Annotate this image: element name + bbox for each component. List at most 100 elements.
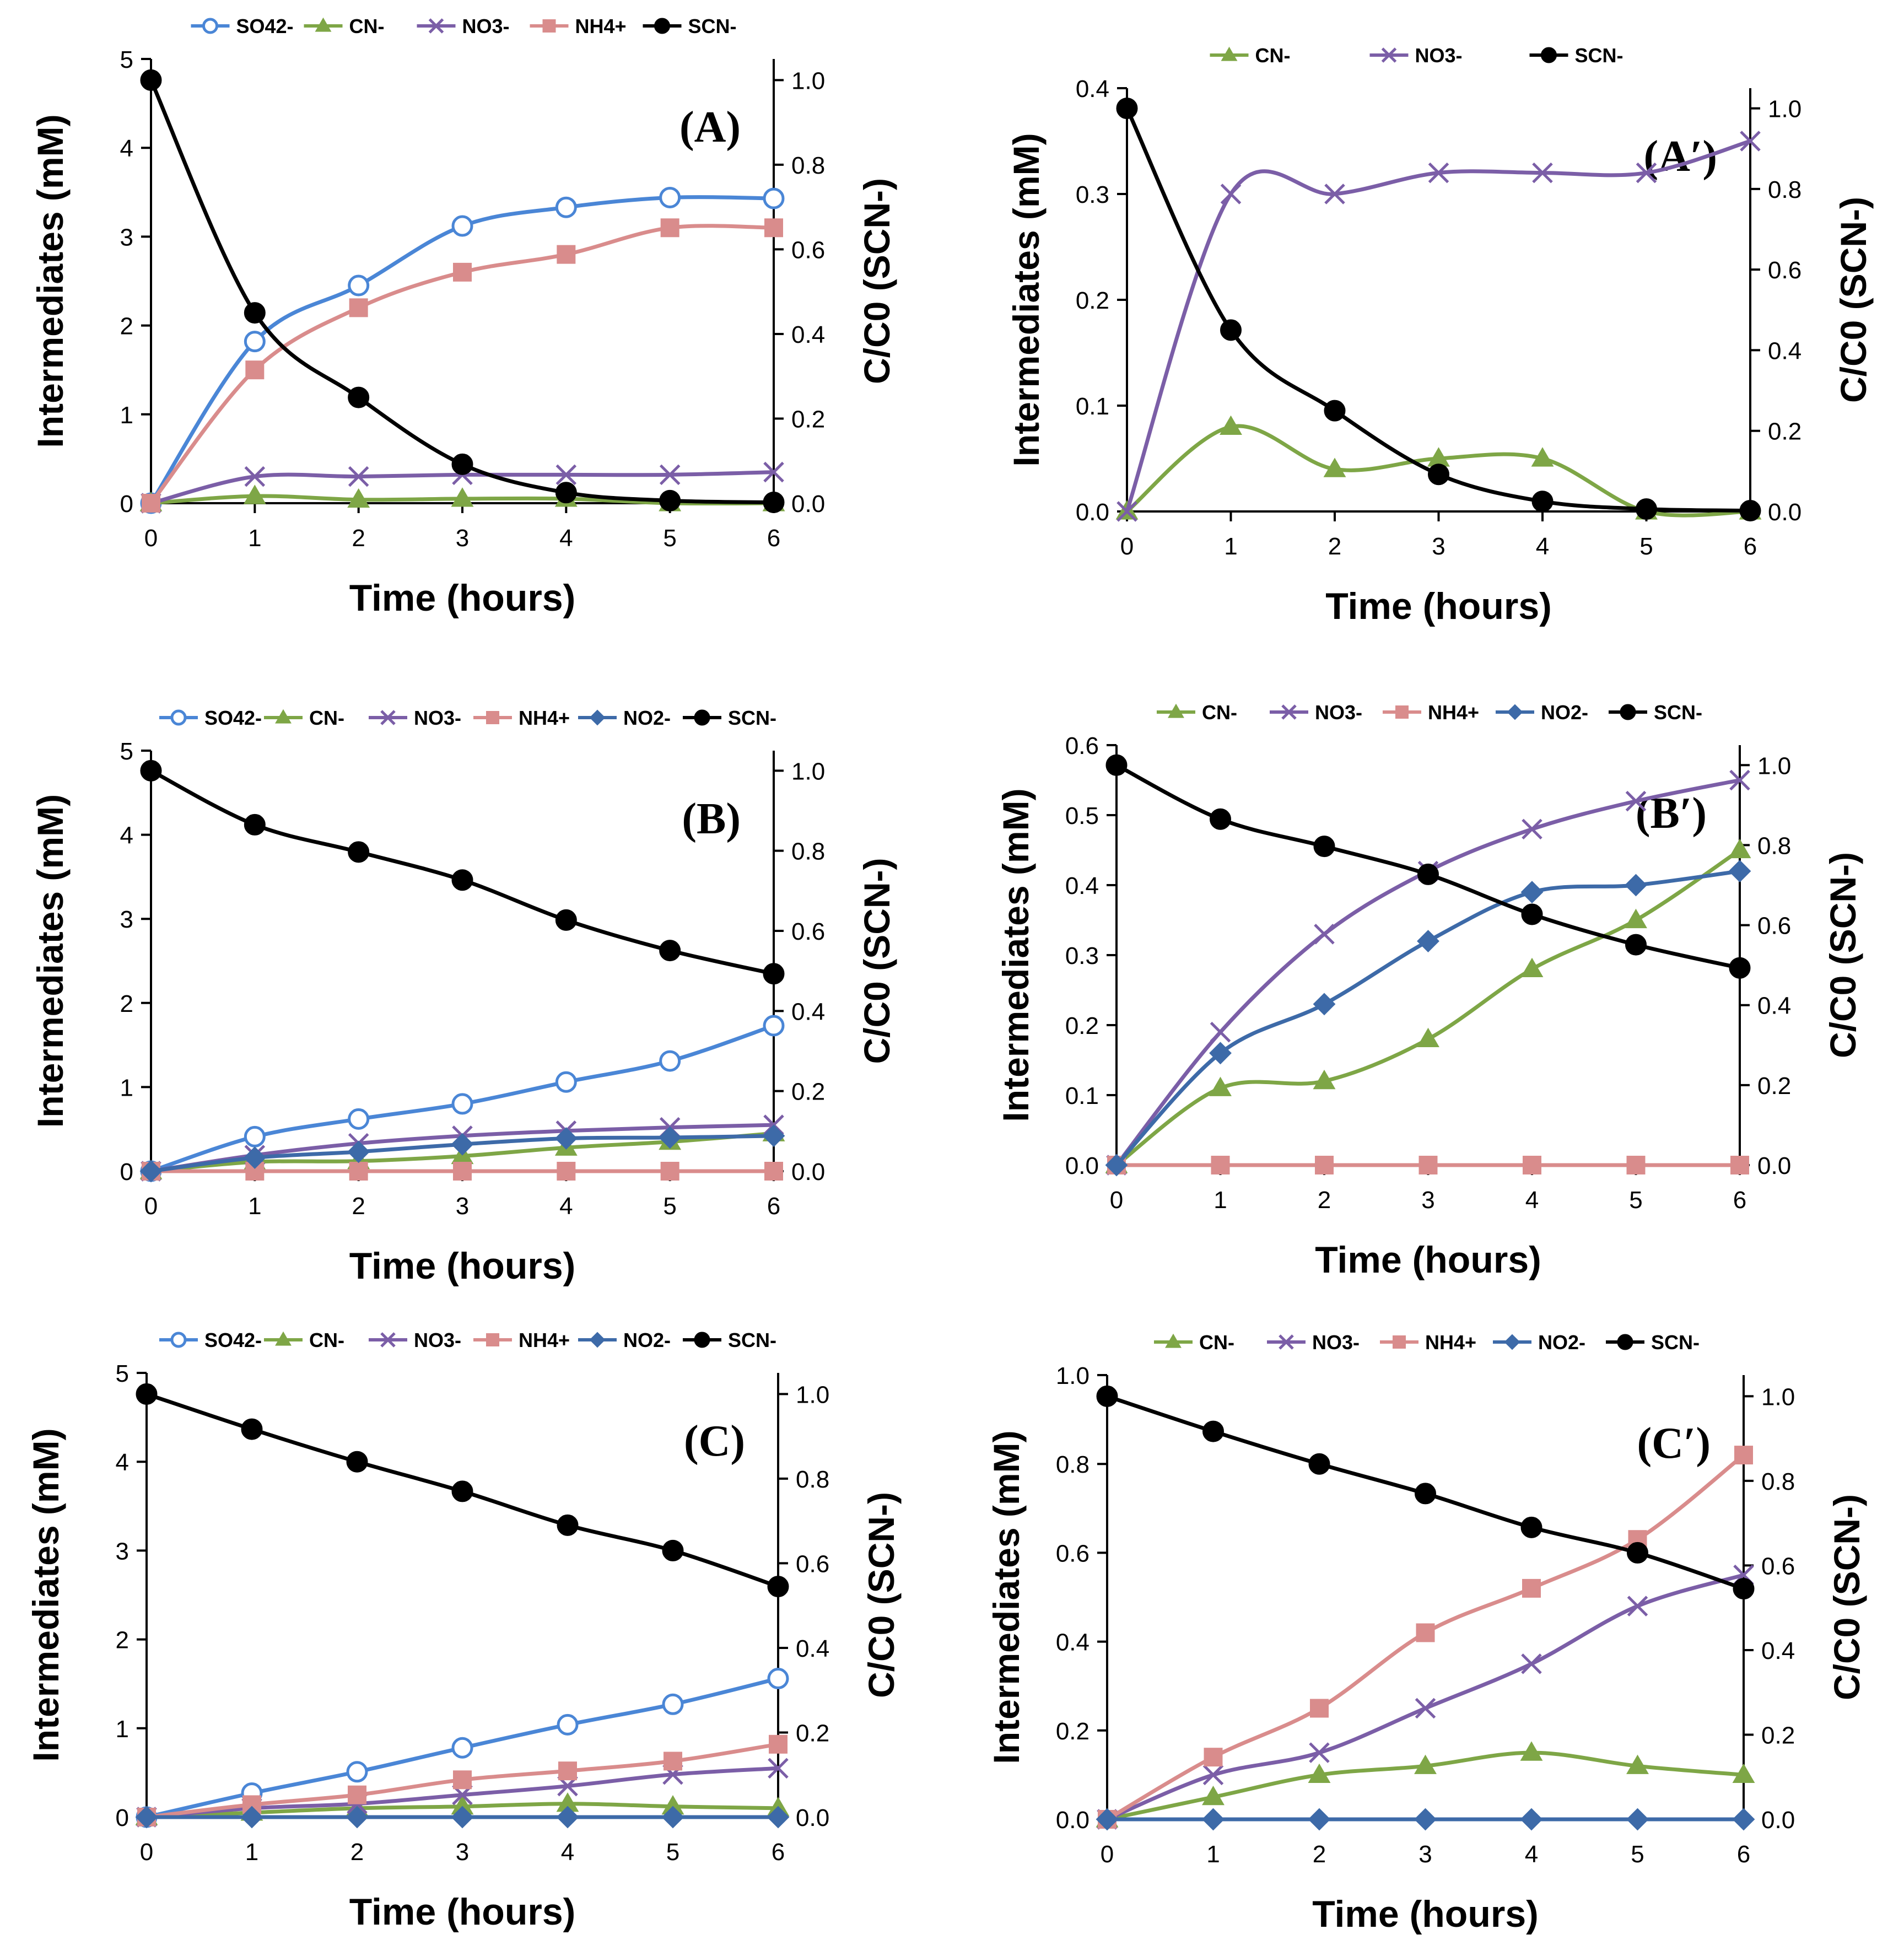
data-point-marker <box>1313 993 1336 1016</box>
data-point-marker <box>1625 790 1647 812</box>
data-point-marker <box>556 1806 579 1829</box>
panel-label: (B′) <box>1636 789 1707 838</box>
y-axis-title: Intermediates (mM) <box>986 1430 1027 1764</box>
data-point-marker <box>763 187 785 209</box>
data-point-marker <box>453 1162 472 1181</box>
data-point-marker <box>1728 860 1751 882</box>
y-tick-label: 0.0 <box>1056 1807 1089 1834</box>
data-point-marker <box>346 1806 369 1829</box>
data-point-marker <box>1211 1156 1230 1174</box>
data-point-marker <box>1209 1042 1232 1065</box>
series-SCN- <box>140 759 785 985</box>
y2-tick-label: 0.2 <box>1761 1722 1795 1749</box>
data-point-marker <box>555 464 577 486</box>
legend-item: NO3- <box>369 1329 461 1351</box>
y2-axis-title: C/C0 (SCN-) <box>1833 197 1874 403</box>
legend-label: NO2- <box>1541 701 1588 724</box>
data-point-marker <box>1096 1808 1119 1831</box>
y-tick-label: 1.0 <box>1056 1362 1089 1389</box>
data-point-marker <box>1521 1653 1542 1674</box>
data-point-marker <box>451 1093 473 1115</box>
legend-label: NH4+ <box>1428 701 1479 724</box>
data-point-marker <box>140 69 162 91</box>
y2-tick-label: 0.8 <box>791 838 825 865</box>
legend-label: SO42- <box>204 707 262 729</box>
legend-item: CN- <box>304 15 384 37</box>
legend-label: NH4+ <box>1425 1331 1476 1354</box>
data-point-marker <box>1521 903 1543 925</box>
y2-tick-label: 0.6 <box>1757 913 1791 940</box>
x-tick-label: 3 <box>456 1193 469 1220</box>
series-NO3- <box>1097 1564 1754 1830</box>
x-axis-title: Time (hours) <box>1315 1239 1541 1281</box>
data-point-marker <box>1414 1808 1437 1831</box>
data-point-marker <box>348 274 370 297</box>
legend-label: NO3- <box>1315 701 1362 724</box>
legend-item: NO2- <box>578 1329 671 1351</box>
legend-swatch-marker <box>1168 703 1184 718</box>
x-tick-label: 0 <box>144 1193 158 1220</box>
legend-swatch-marker <box>170 1332 187 1348</box>
data-point-marker <box>1522 1578 1541 1598</box>
y-tick-label: 0.4 <box>1065 872 1099 899</box>
data-point-marker <box>1428 162 1449 184</box>
y2-tick-label: 0.0 <box>796 1804 829 1831</box>
data-point-marker <box>1202 1764 1224 1786</box>
y-tick-label: 1 <box>116 1716 129 1743</box>
data-point-marker <box>1626 1156 1646 1174</box>
x-tick-label: 1 <box>245 1839 258 1866</box>
data-point-marker <box>1416 1623 1435 1642</box>
data-point-marker <box>451 1133 474 1156</box>
legend-item: SCN- <box>683 1329 776 1351</box>
x-tick-label: 5 <box>1639 533 1653 560</box>
y2-axis-title: C/C0 (SCN-) <box>861 1492 902 1698</box>
data-point-marker <box>241 1418 263 1440</box>
data-point-marker <box>1202 1420 1224 1442</box>
x-tick-label: 1 <box>248 1193 261 1220</box>
legend-swatch-marker <box>170 709 187 726</box>
y2-tick-label: 0.4 <box>791 998 825 1025</box>
y-tick-label: 2 <box>116 1627 129 1654</box>
y-tick-label: 0.5 <box>1065 802 1099 829</box>
y-tick-label: 0.0 <box>1076 499 1109 526</box>
data-point-marker <box>1315 1156 1334 1174</box>
data-point-marker <box>139 1160 163 1183</box>
legend-item: SCN- <box>683 707 776 729</box>
series-line <box>1115 848 1741 1167</box>
data-point-marker <box>1116 501 1137 522</box>
legend-swatch-marker <box>202 18 218 34</box>
y-tick-label: 0.2 <box>1076 287 1109 314</box>
y2-tick-label: 0.6 <box>796 1550 829 1577</box>
legend-swatch-marker <box>1281 704 1297 720</box>
data-point-marker <box>244 466 266 487</box>
data-point-marker <box>660 1162 679 1181</box>
y-tick-label: 0.4 <box>1076 76 1109 103</box>
data-point-marker <box>1625 908 1647 929</box>
legend-item: NH4+ <box>473 707 570 729</box>
series-SCN- <box>1116 98 1761 522</box>
data-point-marker <box>1308 1453 1330 1475</box>
y2-tick-label: 1.0 <box>791 758 825 785</box>
y-tick-label: 5 <box>116 1360 129 1387</box>
panel-label: (C) <box>684 1417 745 1465</box>
y2-axis-title: C/C0 (SCN-) <box>856 178 897 384</box>
legend-item: SO42- <box>159 1329 262 1351</box>
data-point-marker <box>660 218 679 238</box>
data-point-marker <box>1323 457 1346 477</box>
data-point-marker <box>1729 957 1751 979</box>
series-NO3- <box>1116 131 1761 522</box>
legend-label: NO2- <box>1538 1331 1585 1354</box>
data-point-marker <box>140 759 162 782</box>
y2-tick-label: 0.0 <box>1768 499 1801 526</box>
legend-item: SCN- <box>1609 701 1702 724</box>
data-point-marker <box>451 1806 474 1829</box>
series-line <box>1115 778 1740 1167</box>
data-point-marker <box>347 488 370 508</box>
y2-axis-title: C/C0 (SCN-) <box>1822 852 1863 1058</box>
legend-swatch-marker <box>694 1332 710 1348</box>
legend-item: NO2- <box>1493 1331 1585 1354</box>
data-point-marker <box>1314 924 1335 945</box>
chart-panel-4: 0 1 2 3 4 5 6 0.0 0.1 0.2 0.3 0.4 0.5 0.6 0.0 0.2 0.4 0.6… <box>995 701 1863 1281</box>
y-tick-label: 0 <box>120 1158 133 1186</box>
legend-swatch-marker <box>1381 47 1397 63</box>
